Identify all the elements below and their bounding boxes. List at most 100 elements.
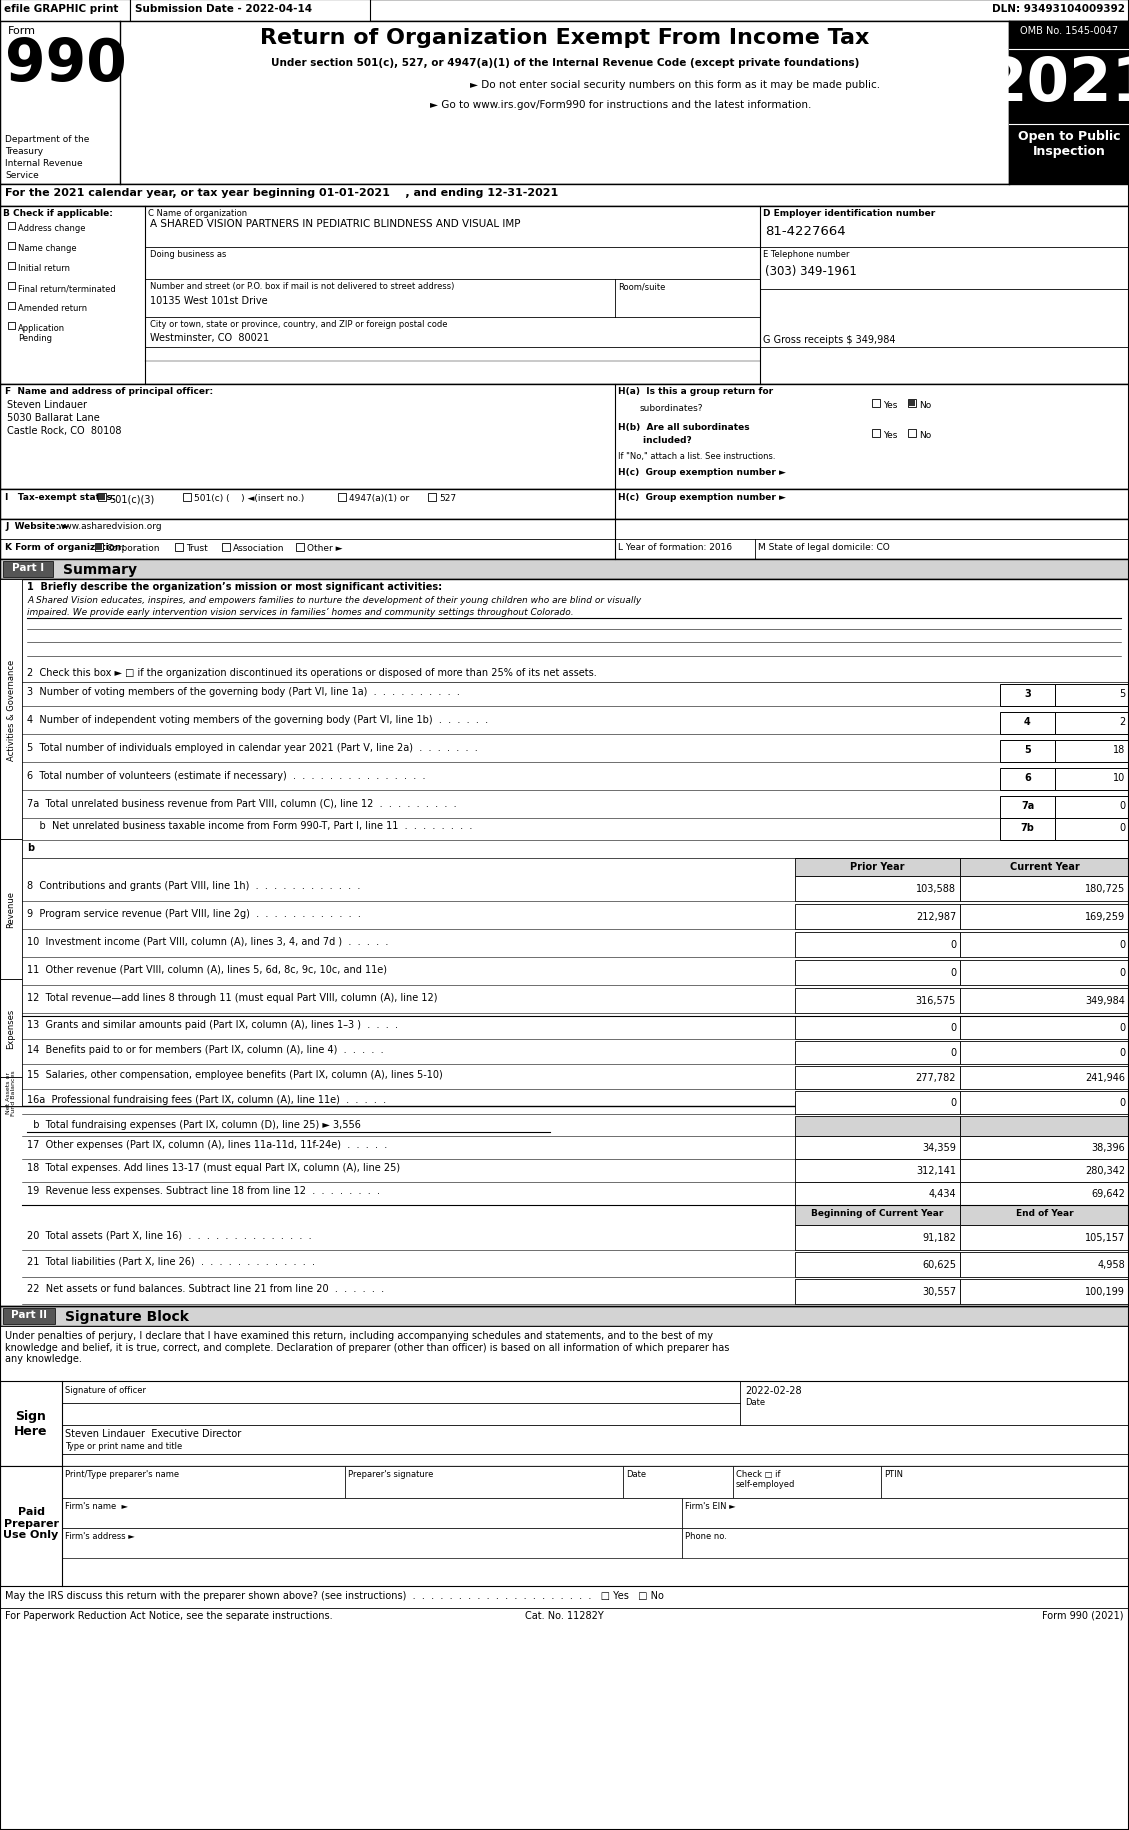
Bar <box>682 1499 1129 1528</box>
Text: PTIN: PTIN <box>884 1469 903 1479</box>
Text: 0: 0 <box>1119 1098 1124 1107</box>
Bar <box>1054 684 1129 706</box>
Text: Address change: Address change <box>18 223 86 232</box>
Bar <box>1009 22 1129 185</box>
Text: 5030 Ballarat Lane: 5030 Ballarat Lane <box>7 414 99 423</box>
Text: 14  Benefits paid to or for members (Part IX, column (A), line 4)  .  .  .  .  .: 14 Benefits paid to or for members (Part… <box>27 1045 384 1054</box>
Bar <box>795 1279 960 1305</box>
Bar <box>795 1016 960 1039</box>
Text: For the 2021 calendar year, or tax year beginning 01-01-2021    , and ending 12-: For the 2021 calendar year, or tax year … <box>5 188 558 198</box>
Text: Department of the: Department of the <box>5 135 89 145</box>
Bar <box>95 544 103 551</box>
Text: 7a: 7a <box>1021 800 1034 811</box>
Text: 60,625: 60,625 <box>922 1259 956 1270</box>
Bar <box>8 223 15 231</box>
Text: City or town, state or province, country, and ZIP or foreign postal code: City or town, state or province, country… <box>150 320 447 329</box>
Text: 4947(a)(1) or: 4947(a)(1) or <box>349 494 409 503</box>
Text: Print/Type preparer's name: Print/Type preparer's name <box>65 1469 180 1479</box>
Bar <box>130 0 370 22</box>
Text: Type or print name and title: Type or print name and title <box>65 1442 182 1449</box>
Bar <box>795 904 960 930</box>
Text: Preparer's signature: Preparer's signature <box>348 1469 434 1479</box>
Text: I   Tax-exempt status:: I Tax-exempt status: <box>5 492 115 501</box>
Text: 21  Total liabilities (Part X, line 26)  .  .  .  .  .  .  .  .  .  .  .  .  .: 21 Total liabilities (Part X, line 26) .… <box>27 1257 315 1266</box>
Bar <box>1000 796 1054 818</box>
Bar <box>733 1466 881 1499</box>
Bar <box>795 1041 960 1065</box>
Text: 3: 3 <box>1024 688 1031 699</box>
Text: Return of Organization Exempt From Income Tax: Return of Organization Exempt From Incom… <box>261 27 869 48</box>
Text: 501(c) (    ) ◄(insert no.): 501(c) ( ) ◄(insert no.) <box>194 494 304 503</box>
Bar <box>795 1136 960 1160</box>
Bar <box>795 1206 960 1226</box>
Bar <box>428 494 436 501</box>
Text: Signature of officer: Signature of officer <box>65 1385 146 1394</box>
Bar <box>1000 684 1054 706</box>
Text: H(a)  Is this a group return for: H(a) Is this a group return for <box>618 386 773 395</box>
Text: Initial return: Initial return <box>18 264 70 273</box>
Text: ► Do not enter social security numbers on this form as it may be made public.: ► Do not enter social security numbers o… <box>470 81 881 90</box>
Text: 0: 0 <box>1119 822 1124 833</box>
Text: 8  Contributions and grants (Part VIII, line 1h)  .  .  .  .  .  .  .  .  .  .  : 8 Contributions and grants (Part VIII, l… <box>27 880 360 891</box>
Text: (303) 349-1961: (303) 349-1961 <box>765 265 857 278</box>
Bar <box>960 1091 1129 1114</box>
Text: F  Name and address of principal officer:: F Name and address of principal officer: <box>5 386 213 395</box>
Text: 4,958: 4,958 <box>1097 1259 1124 1270</box>
Text: 5: 5 <box>1024 745 1031 754</box>
Text: Trust: Trust <box>186 544 208 553</box>
Text: A SHARED VISION PARTNERS IN PEDIATRIC BLINDNESS AND VISUAL IMP: A SHARED VISION PARTNERS IN PEDIATRIC BL… <box>150 220 520 229</box>
Text: Westminster, CO  80021: Westminster, CO 80021 <box>150 333 269 342</box>
Text: b: b <box>27 842 34 853</box>
Bar <box>0 840 21 979</box>
Bar <box>623 1466 733 1499</box>
Bar <box>960 1067 1129 1089</box>
Text: 4,434: 4,434 <box>928 1188 956 1199</box>
Bar <box>960 1041 1129 1065</box>
Bar <box>960 1116 1129 1136</box>
Text: 0: 0 <box>1119 939 1124 950</box>
Bar <box>0 0 130 22</box>
Text: 0: 0 <box>949 968 956 977</box>
Text: 2022-02-28: 2022-02-28 <box>745 1385 802 1394</box>
Text: Form: Form <box>8 26 36 37</box>
Bar <box>960 1160 1129 1182</box>
Text: Signature Block: Signature Block <box>65 1308 189 1323</box>
Bar <box>908 399 916 408</box>
Bar <box>0 520 1129 560</box>
Text: 20  Total assets (Part X, line 16)  .  .  .  .  .  .  .  .  .  .  .  .  .  .: 20 Total assets (Part X, line 16) . . . … <box>27 1230 312 1239</box>
Bar <box>62 1499 682 1528</box>
Text: Summary: Summary <box>63 562 137 576</box>
Bar <box>0 1078 21 1107</box>
Bar <box>960 1252 1129 1277</box>
Text: Yes: Yes <box>883 430 898 439</box>
Bar <box>1000 712 1054 734</box>
Text: Application
Pending: Application Pending <box>18 324 65 344</box>
Text: 527: 527 <box>439 494 456 503</box>
Text: B Check if applicable:: B Check if applicable: <box>3 209 113 218</box>
Bar <box>795 1182 960 1206</box>
Text: Open to Public
Inspection: Open to Public Inspection <box>1017 130 1120 157</box>
Text: 6  Total number of volunteers (estimate if necessary)  .  .  .  .  .  .  .  .  .: 6 Total number of volunteers (estimate i… <box>27 770 426 781</box>
Bar <box>960 1206 1129 1226</box>
Bar <box>0 490 1129 520</box>
Text: 2  Check this box ► □ if the organization discontinued its operations or dispose: 2 Check this box ► □ if the organization… <box>27 668 597 677</box>
Bar <box>96 545 102 551</box>
Text: Phone no.: Phone no. <box>685 1532 727 1541</box>
Text: Date: Date <box>745 1398 765 1405</box>
Text: End of Year: End of Year <box>1016 1208 1074 1217</box>
Text: 91,182: 91,182 <box>922 1232 956 1243</box>
Text: 18  Total expenses. Add lines 13-17 (must equal Part IX, column (A), line 25): 18 Total expenses. Add lines 13-17 (must… <box>27 1162 400 1173</box>
Text: May the IRS discuss this return with the preparer shown above? (see instructions: May the IRS discuss this return with the… <box>5 1590 664 1599</box>
Text: Yes: Yes <box>883 401 898 410</box>
Bar <box>1054 769 1129 791</box>
Text: 3  Number of voting members of the governing body (Part VI, line 1a)  .  .  .  .: 3 Number of voting members of the govern… <box>27 686 460 697</box>
Text: 15  Salaries, other compensation, employee benefits (Part IX, column (A), lines : 15 Salaries, other compensation, employe… <box>27 1069 443 1080</box>
Text: Room/suite: Room/suite <box>618 282 665 291</box>
Text: 19  Revenue less expenses. Subtract line 18 from line 12  .  .  .  .  .  .  .  .: 19 Revenue less expenses. Subtract line … <box>27 1186 380 1195</box>
Text: Submission Date - 2022-04-14: Submission Date - 2022-04-14 <box>135 4 312 15</box>
Text: 0: 0 <box>1119 800 1124 811</box>
Text: Number and street (or P.O. box if mail is not delivered to street address): Number and street (or P.O. box if mail i… <box>150 282 454 291</box>
Text: DLN: 93493104009392: DLN: 93493104009392 <box>992 4 1124 15</box>
Text: Firm's name  ►: Firm's name ► <box>65 1501 128 1510</box>
Text: 103,588: 103,588 <box>916 884 956 893</box>
